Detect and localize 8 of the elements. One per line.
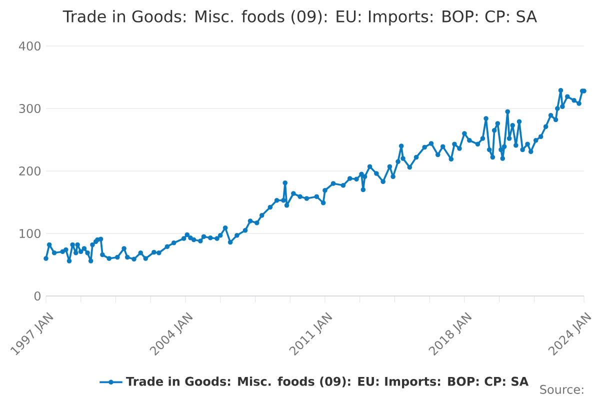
source-note: Source: <box>540 384 584 394</box>
y-tick-label: 200 <box>19 166 40 176</box>
y-tick-label: 400 <box>18 41 40 51</box>
y-tick-label: 300 <box>19 104 40 114</box>
legend-label: Trade in Goods: Misc. foods (09): EU: Imports: BOP: CP: SA <box>126 376 529 388</box>
chart-title: Trade in Goods: Misc. foods (09): EU: Imports: BOP: CP: SA <box>62 10 538 26</box>
y-tick-label: 0 <box>34 291 40 301</box>
y-tick-label: 100 <box>20 228 40 238</box>
